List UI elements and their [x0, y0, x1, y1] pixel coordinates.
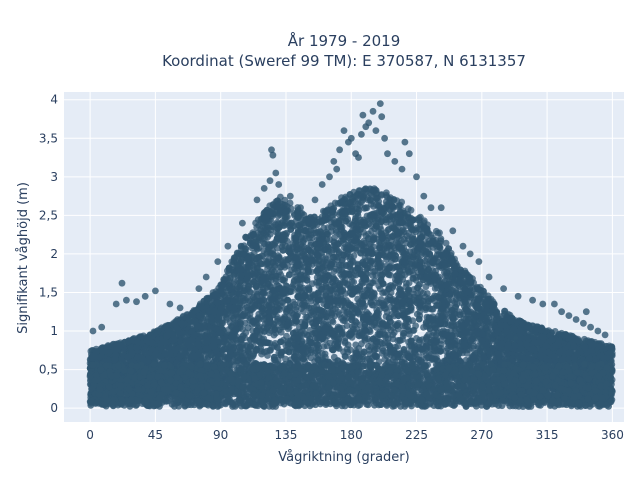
data-points	[86, 100, 616, 410]
data-point	[382, 334, 389, 341]
data-point	[434, 229, 442, 237]
